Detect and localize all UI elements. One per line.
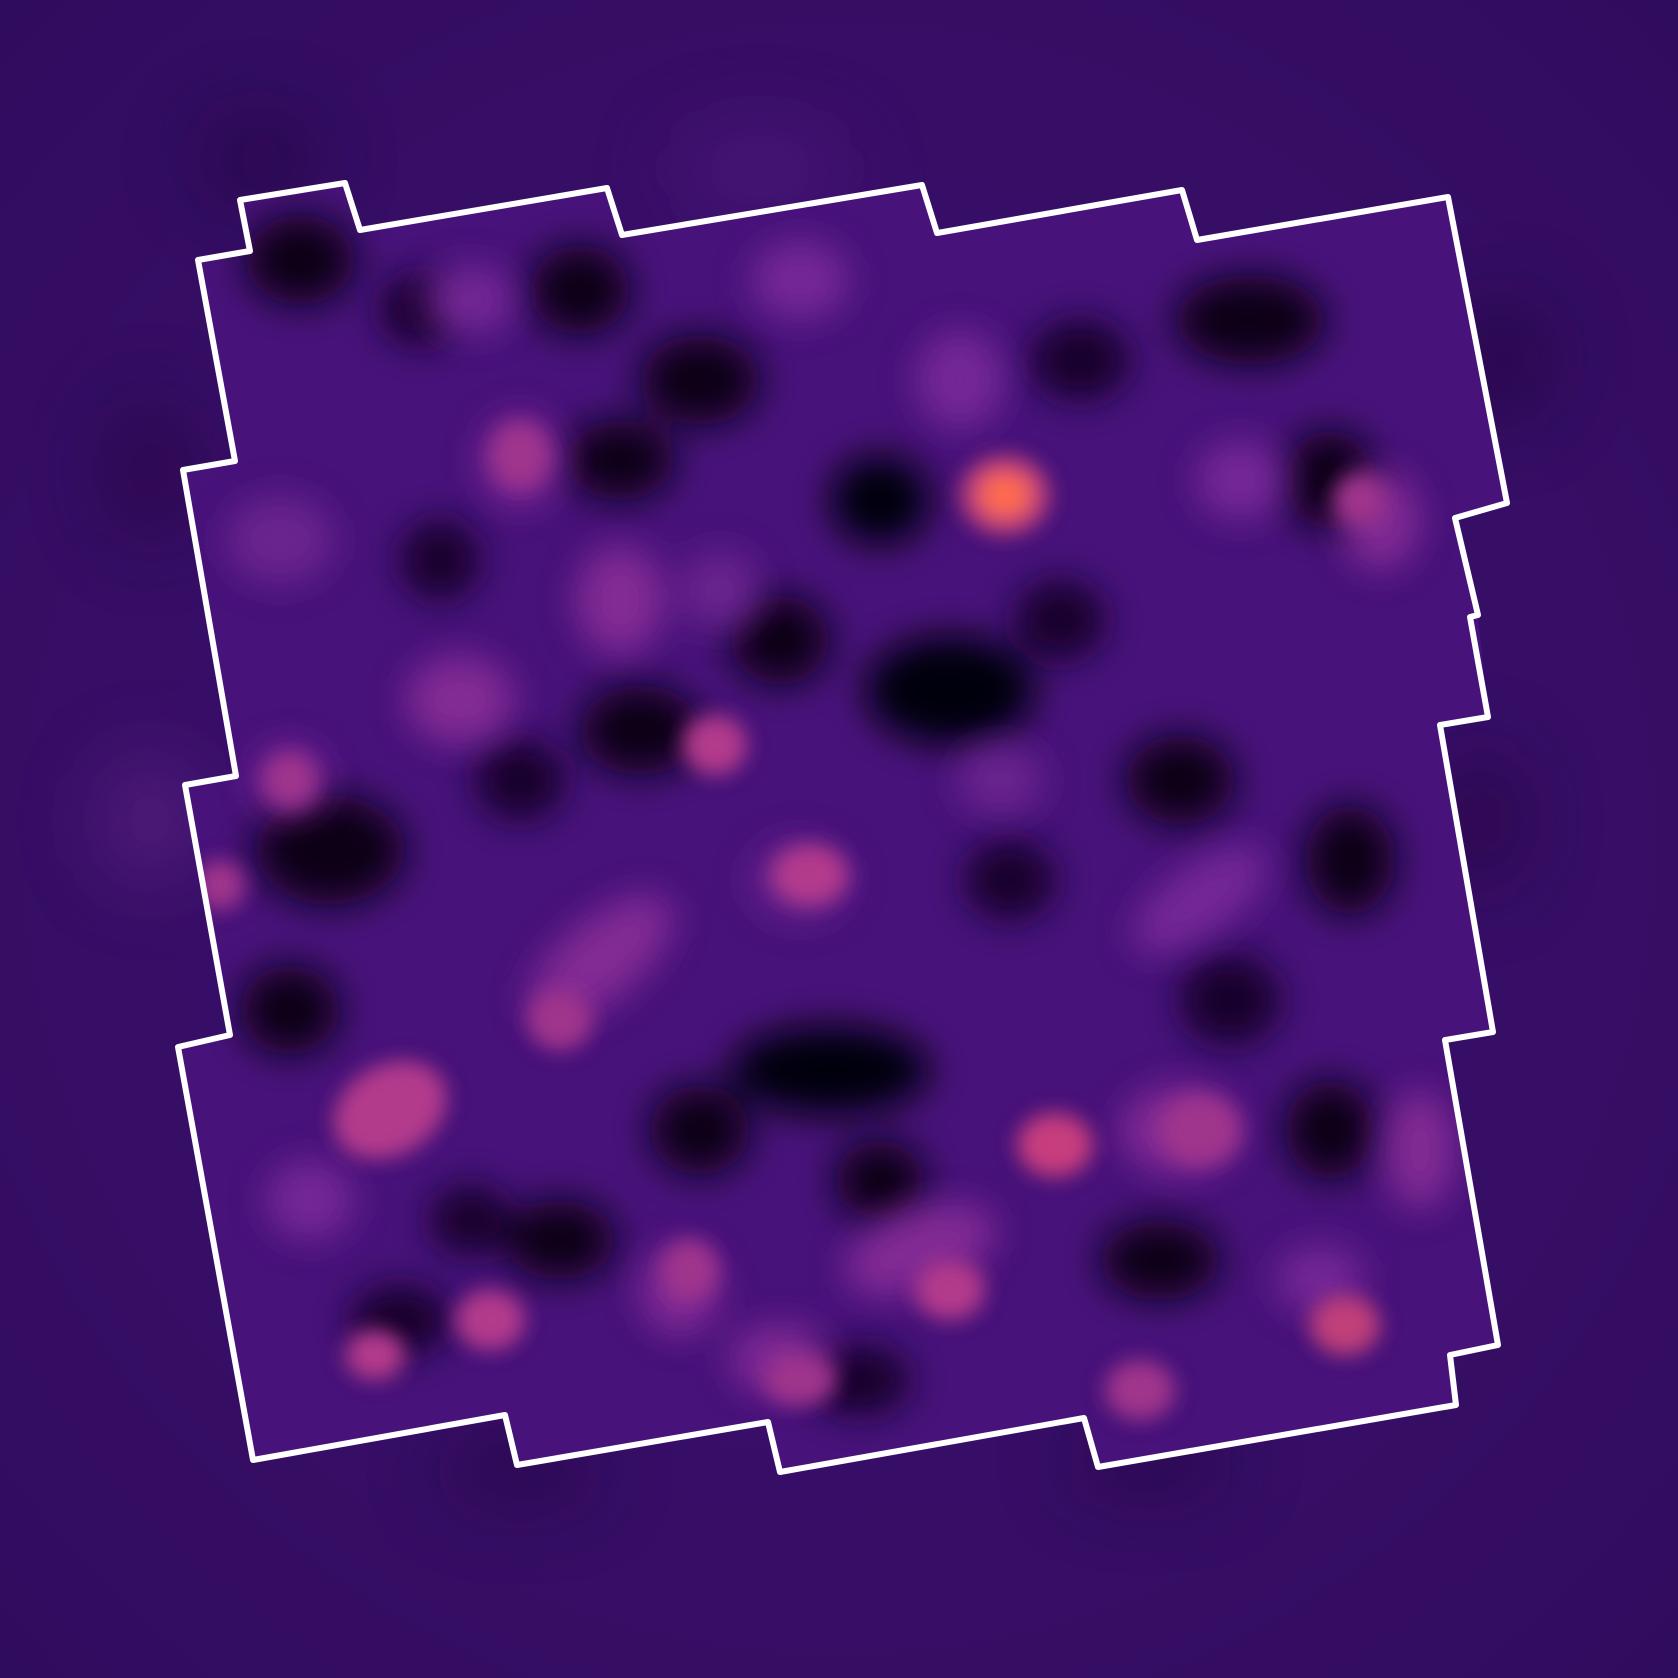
void-regions [240,215,1395,1415]
survey-footprint-outline [175,180,1510,1475]
field-region [178,183,1507,1472]
bright-peaks [195,423,1385,1420]
